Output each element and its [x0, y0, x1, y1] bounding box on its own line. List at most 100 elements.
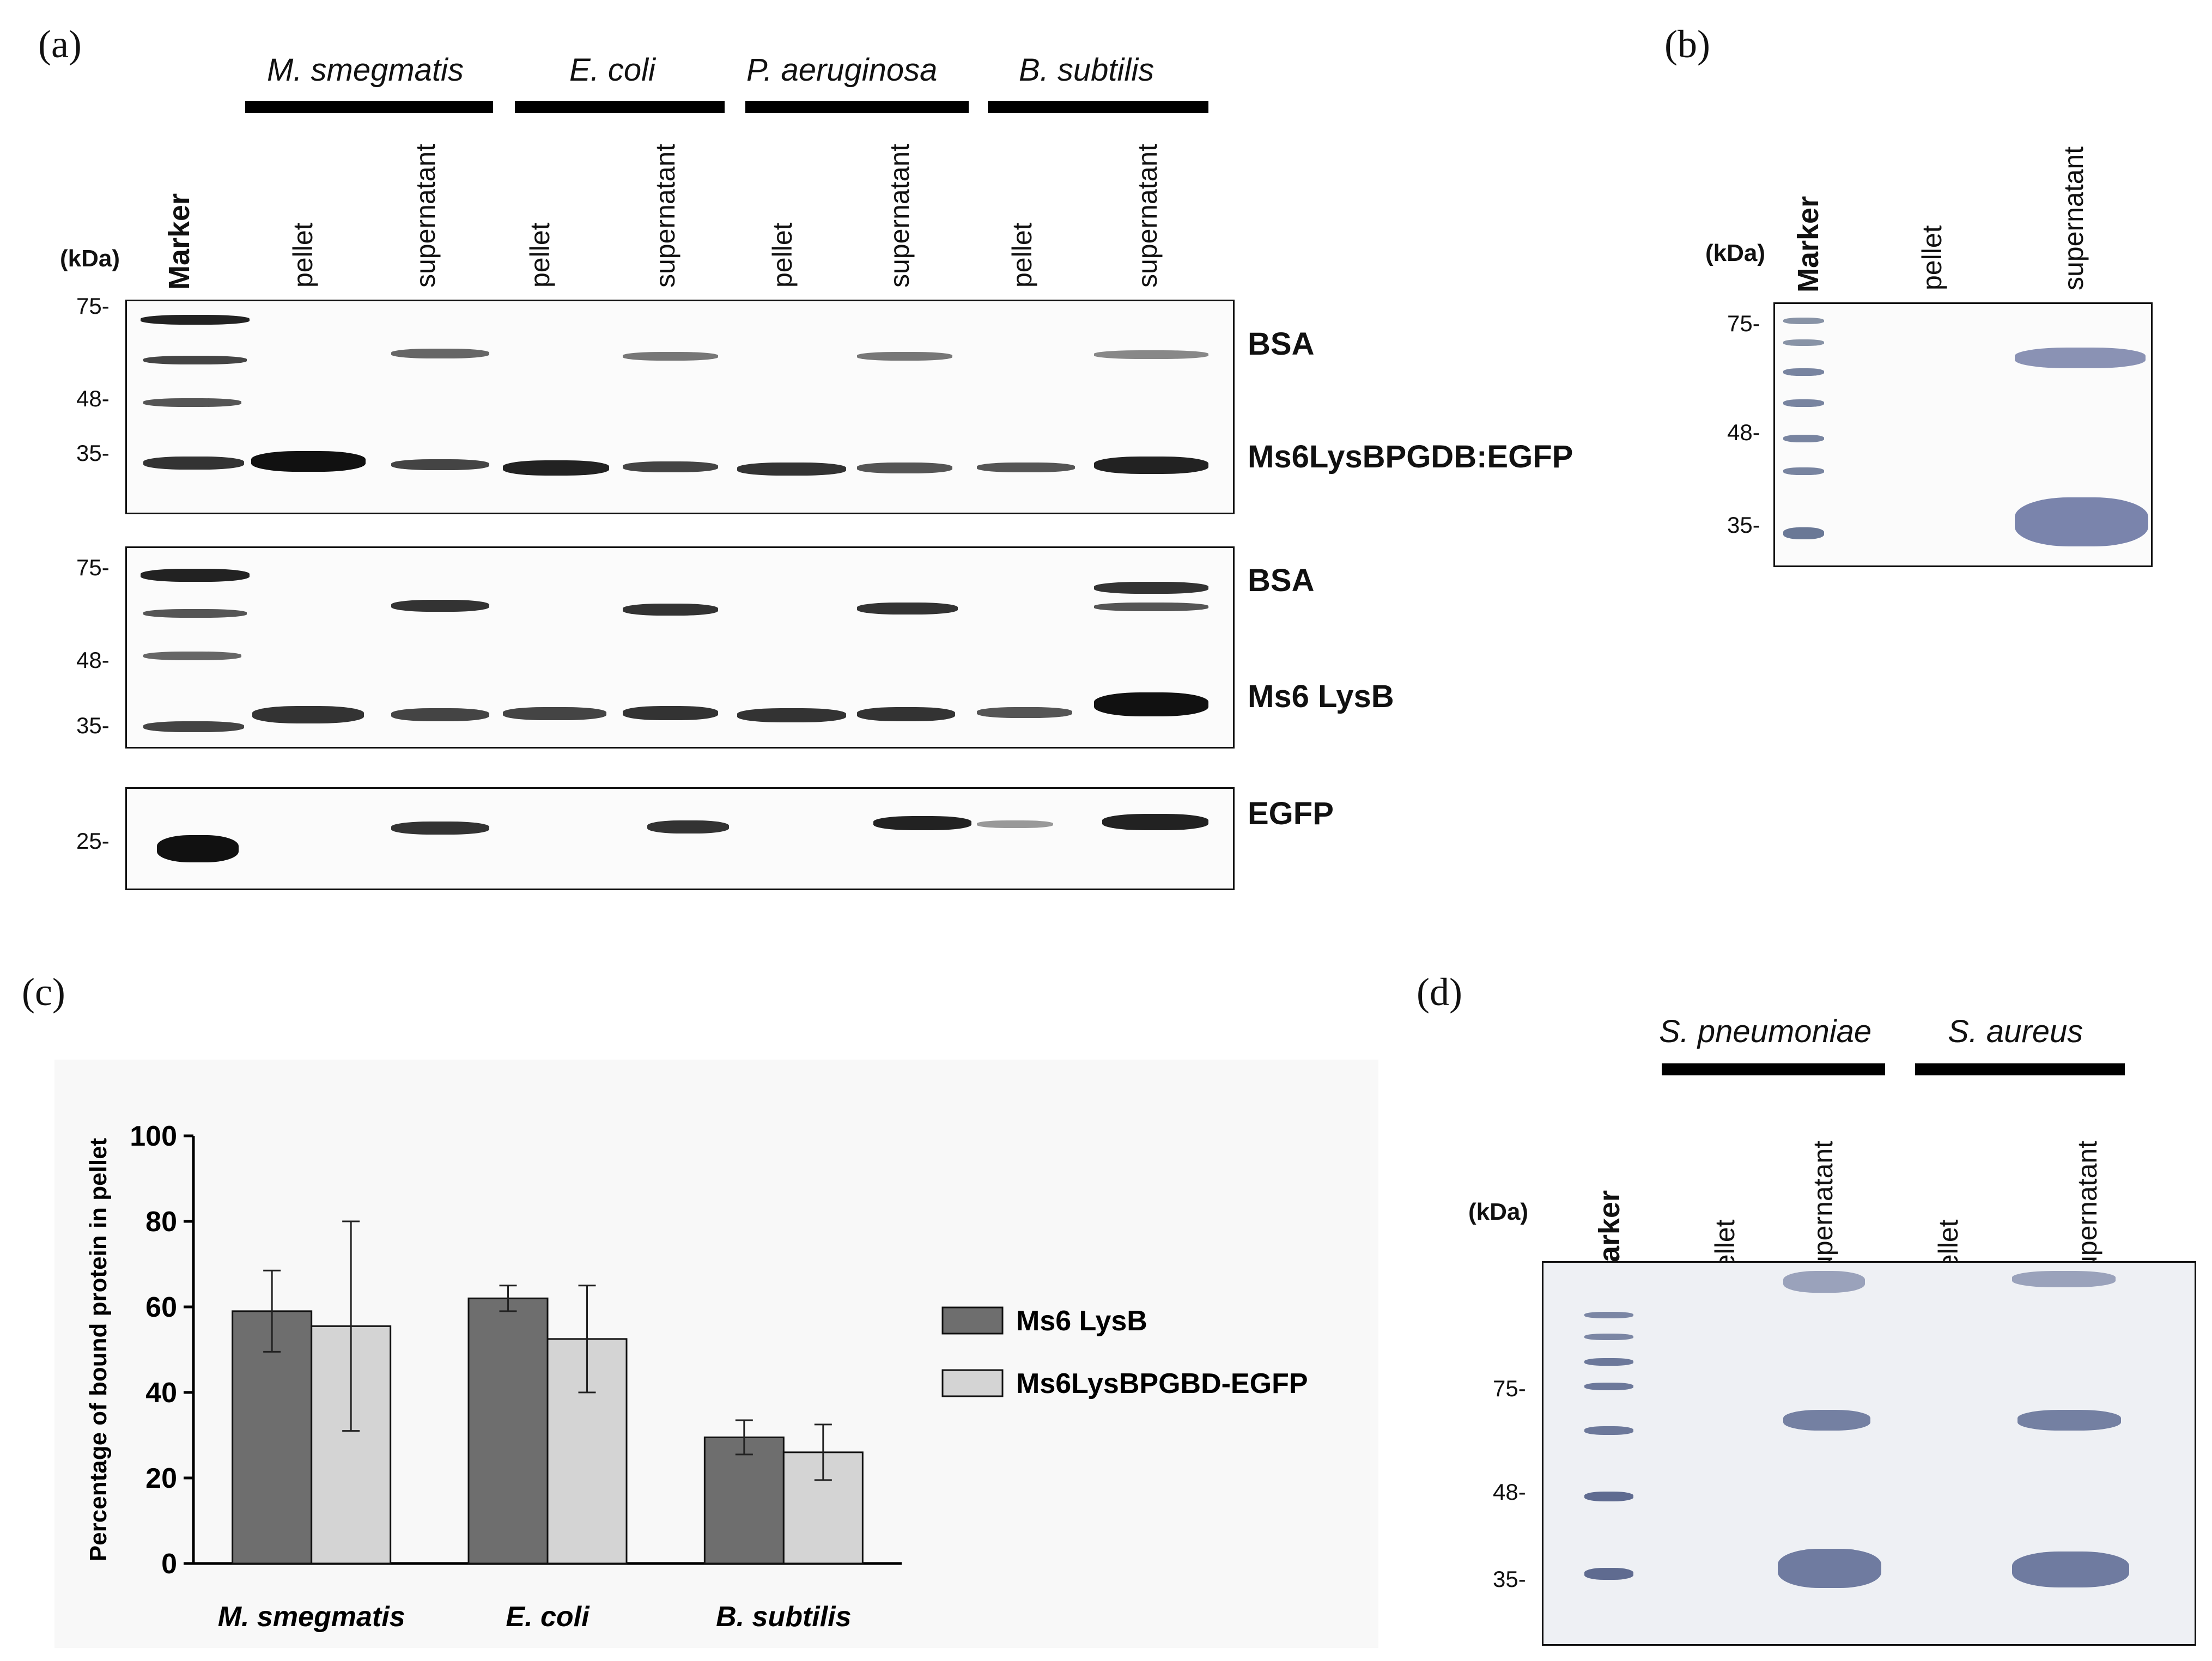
blot1-label-fusion: Ms6LysBPGDB:EGFP	[1248, 439, 1573, 474]
top-band	[2012, 1271, 2116, 1287]
fusion-protein-band	[391, 459, 489, 470]
gel-blot-1	[125, 300, 1235, 514]
mw-marker-25: 25-	[76, 828, 110, 854]
bar-0	[232, 1310, 313, 1565]
marker-band	[1584, 1334, 1633, 1340]
mw-marker-75: 75-	[1727, 311, 1760, 336]
species-bar	[1915, 1063, 2125, 1075]
lysb-band	[252, 706, 364, 723]
y-tick-label: 0	[161, 1548, 177, 1580]
fusion-protein-band	[503, 460, 609, 476]
marker-band	[141, 315, 250, 325]
lysb-band	[1778, 1549, 1881, 1588]
marker-band	[143, 356, 247, 364]
bsa-band	[391, 600, 489, 612]
marker-band	[143, 652, 241, 660]
fusion-protein-band	[623, 461, 718, 472]
species-bar	[988, 101, 1208, 113]
fusion-protein-band	[977, 463, 1075, 472]
bsa-band	[857, 603, 958, 614]
kda-unit-label: (kDa)	[60, 245, 120, 272]
mw-marker-75: 75-	[76, 293, 110, 319]
species-label-b-subtilis: B. subtilis	[1019, 52, 1154, 88]
lysb-band	[1094, 692, 1208, 716]
panel-d-label: (d)	[1417, 970, 1462, 1014]
marker-band	[1584, 1358, 1633, 1366]
x-tick-label: M. smegmatis	[218, 1601, 405, 1633]
panel-a-label: (a)	[38, 22, 82, 66]
species-bar	[245, 101, 493, 113]
gel-blot-d	[1542, 1261, 2196, 1646]
bsa-band	[623, 604, 718, 616]
y-axis-label: Percentage of bound protein in pellet	[85, 1137, 112, 1561]
bsa-band	[1094, 350, 1208, 359]
mw-marker-35: 35-	[76, 713, 110, 738]
lysb-band	[503, 707, 606, 720]
y-tick-label: 80	[145, 1206, 177, 1238]
lysb-band	[737, 708, 846, 722]
marker-band	[1783, 527, 1824, 539]
fusion-protein-band	[737, 463, 846, 476]
egfp-band	[391, 822, 489, 835]
y-tick-label: 40	[145, 1377, 177, 1409]
species-label-e-coli: E. coli	[569, 52, 655, 88]
mw-marker-48: 48-	[76, 647, 110, 673]
marker-band	[1783, 339, 1824, 346]
species-label-s-pneumoniae: S. pneumoniae	[1659, 1014, 1872, 1049]
marker-band	[1783, 435, 1824, 442]
lysb-band	[857, 707, 955, 721]
species-bar	[745, 101, 969, 113]
panel-c-label: (c)	[22, 970, 65, 1014]
mw-marker-35: 35-	[76, 440, 110, 466]
blot3-label-egfp: EGFP	[1248, 796, 1334, 831]
y-tick-label: 60	[145, 1292, 177, 1323]
bsa-band	[1094, 582, 1208, 594]
marker-band	[1584, 1312, 1633, 1318]
marker-band	[1584, 1492, 1633, 1501]
species-bar	[1662, 1063, 1885, 1075]
bsa-band	[2017, 1410, 2121, 1431]
marker-band	[1783, 467, 1824, 475]
species-bar	[515, 101, 725, 113]
fusion-protein-band	[857, 463, 952, 473]
mw-marker-48: 48-	[76, 386, 110, 411]
legend-swatch	[941, 1306, 1004, 1335]
bsa-band	[2015, 348, 2146, 368]
mw-marker-48: 48-	[1493, 1479, 1526, 1505]
marker-band	[143, 721, 244, 732]
bar-0	[703, 1436, 785, 1565]
gel-blot-2	[125, 546, 1235, 749]
marker-band	[157, 835, 239, 862]
lysb-band	[391, 708, 489, 721]
species-label-m-smegmatis: M. smegmatis	[267, 52, 464, 88]
bsa-band	[391, 349, 489, 358]
y-tick-label: 20	[145, 1463, 177, 1494]
kda-unit-label: (kDa)	[1705, 240, 1766, 266]
marker-band	[143, 457, 244, 470]
legend-label: Ms6LysBPGBD-EGFP	[1016, 1368, 1308, 1400]
mw-marker-35: 35-	[1727, 512, 1760, 538]
bsa-band	[1094, 603, 1208, 611]
lysb-band	[2015, 497, 2148, 546]
egfp-band	[977, 820, 1053, 828]
egfp-band	[647, 820, 729, 833]
panel-b-label: (b)	[1664, 22, 1710, 66]
marker-band	[1783, 368, 1824, 376]
gel-blot-3	[125, 787, 1235, 890]
y-tick-label: 100	[130, 1121, 177, 1152]
fusion-protein-band	[1094, 457, 1208, 474]
marker-band	[1783, 318, 1824, 324]
species-label-s-aureus: S. aureus	[1948, 1014, 2083, 1049]
mw-marker-75: 75-	[1493, 1376, 1526, 1401]
blot1-label-bsa: BSA	[1248, 326, 1315, 362]
marker-band	[1584, 1383, 1633, 1390]
bsa-band	[623, 352, 718, 361]
fusion-protein-band	[251, 451, 366, 472]
mw-marker-48: 48-	[1727, 419, 1760, 445]
bar-0	[467, 1297, 549, 1565]
top-band	[1783, 1271, 1865, 1293]
legend-swatch	[941, 1369, 1004, 1397]
marker-band	[1584, 1568, 1633, 1580]
blot2-label-lysb: Ms6 LysB	[1248, 679, 1394, 714]
marker-band	[1783, 399, 1824, 407]
